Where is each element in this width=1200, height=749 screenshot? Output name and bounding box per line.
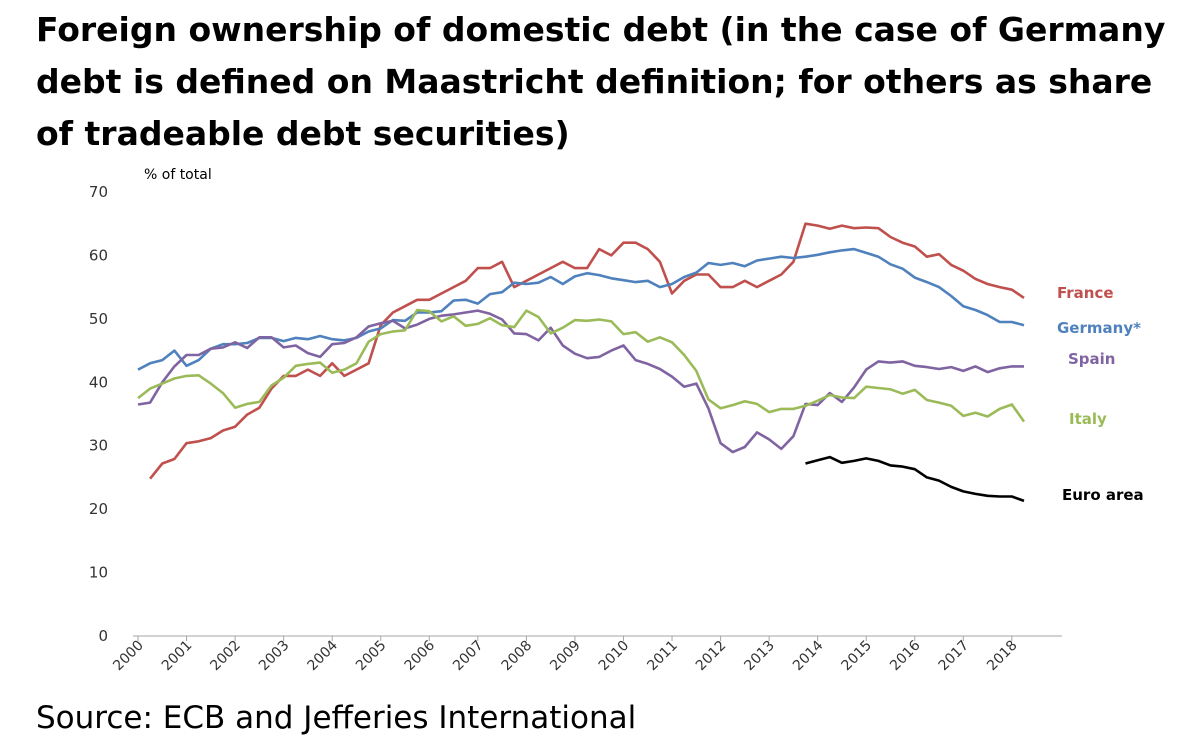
y-tick-label: 30 (89, 437, 108, 455)
x-tick-label: 2007 (450, 638, 487, 675)
x-tick-label: 2017 (936, 638, 973, 675)
series-label-italy: Italy (1069, 410, 1107, 428)
x-tick-marks (137, 636, 1013, 641)
x-tick-label: 2015 (839, 638, 876, 675)
series-line-euro-area (805, 455, 1025, 503)
x-tick-label: 2004 (305, 637, 342, 674)
series-line-italy (137, 308, 1026, 423)
series-label-germany: Germany* (1057, 319, 1141, 337)
series-line-germany (137, 247, 1025, 371)
x-tick-label: 2000 (110, 638, 147, 675)
x-tick-label: 2003 (256, 638, 293, 675)
y-tick-label: 10 (89, 564, 108, 582)
x-tick-label: 2001 (159, 638, 196, 675)
y-tick-label: 40 (89, 373, 108, 391)
series-end-labels: France Germany* Spain Italy Euro area (1057, 284, 1144, 504)
y-tick-label: 50 (89, 310, 108, 328)
y-axis-unit-label: % of total (144, 167, 212, 183)
x-tick-label: 2008 (499, 638, 536, 675)
x-tick-label: 2013 (741, 638, 778, 675)
x-tick-label: 2016 (887, 637, 924, 674)
series-label-euro-area: Euro area (1062, 486, 1144, 504)
x-tick-label: 2018 (984, 638, 1021, 675)
y-tick-label: 60 (89, 246, 108, 264)
x-tick-label: 2009 (547, 638, 584, 675)
y-tick-labels: 0 10 20 30 40 50 60 70 (89, 183, 108, 645)
x-tick-label: 2014 (790, 637, 827, 674)
source-note: Source: ECB and Jefferies International (36, 700, 637, 736)
x-tick-label: 2012 (693, 638, 730, 675)
x-tick-labels: 2000 2001 2002 2003 2004 2005 2006 2007 2008 2009… (110, 637, 1020, 674)
y-tick-label: 70 (89, 183, 108, 201)
series-label-spain: Spain (1068, 350, 1115, 368)
series-line-spain (137, 309, 1024, 454)
x-tick-label: 2002 (207, 638, 244, 675)
series-line-france (149, 222, 1025, 480)
series-lines (137, 222, 1026, 503)
x-tick-label: 2005 (353, 638, 390, 675)
y-tick-label: 0 (98, 627, 108, 645)
y-tick-label: 20 (89, 500, 108, 518)
chart-title: Foreign ownership of domestic debt (in t… (36, 10, 1166, 153)
x-tick-label: 2006 (402, 637, 439, 674)
x-tick-label: 2011 (644, 638, 681, 675)
series-label-france: France (1057, 284, 1114, 302)
x-tick-label: 2010 (596, 638, 633, 675)
